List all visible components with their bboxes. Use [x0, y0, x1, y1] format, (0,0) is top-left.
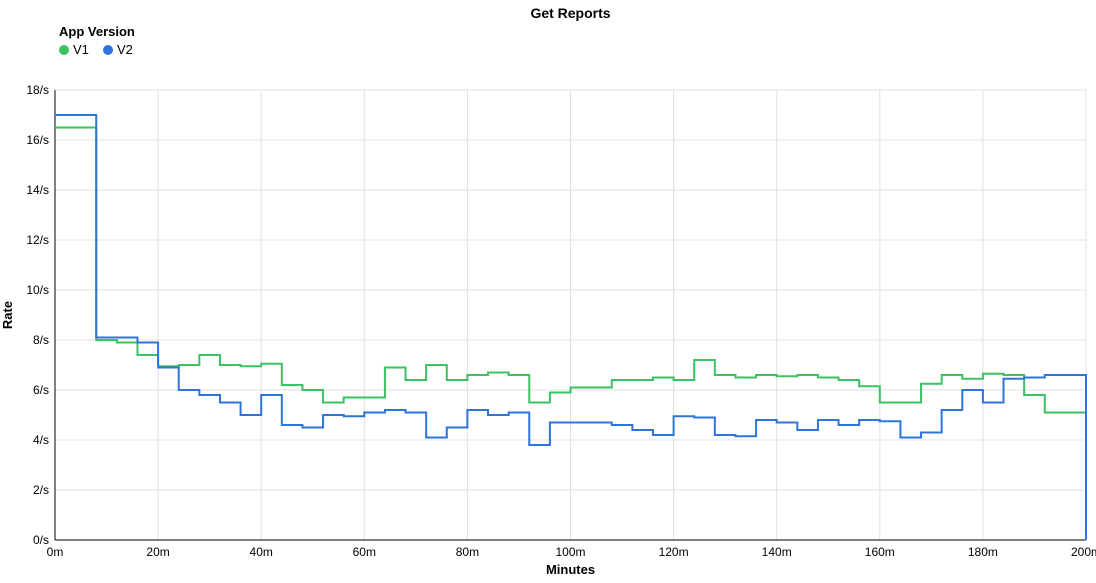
- y-axis-label: Rate: [0, 301, 15, 329]
- x-tick: 0m: [47, 545, 64, 559]
- x-tick: 40m: [250, 545, 273, 559]
- y-tick: 4/s: [33, 433, 49, 447]
- y-tick: 18/s: [26, 83, 49, 97]
- chart-title: Get Reports: [530, 5, 610, 21]
- x-tick: 200m: [1071, 545, 1096, 559]
- x-tick: 80m: [456, 545, 479, 559]
- y-tick: 6/s: [33, 383, 49, 397]
- x-tick: 100m: [555, 545, 585, 559]
- grid: [55, 90, 1086, 540]
- legend: App Version V1 V2: [59, 24, 135, 57]
- x-tick: 120m: [659, 545, 689, 559]
- chart-svg: Get Reports App Version V1 V2 Rate Minute…: [0, 0, 1096, 583]
- legend-title: App Version: [59, 24, 135, 39]
- x-axis-label: Minutes: [546, 562, 595, 577]
- x-tick: 180m: [968, 545, 998, 559]
- x-tick: 20m: [146, 545, 169, 559]
- legend-label-v1: V1: [73, 42, 89, 57]
- legend-label-v2: V2: [117, 42, 133, 57]
- x-tick: 140m: [762, 545, 792, 559]
- x-tick: 160m: [865, 545, 895, 559]
- y-tick: 2/s: [33, 483, 49, 497]
- legend-marker-v2: [103, 45, 113, 55]
- chart-container: Get Reports App Version V1 V2 Rate Minute…: [0, 0, 1096, 583]
- y-tick: 12/s: [26, 233, 49, 247]
- y-tick: 16/s: [26, 133, 49, 147]
- x-tick-labels: 0m 20m 40m 60m 80m 100m 120m 140m 160m 180m 200m: [47, 545, 1096, 559]
- x-tick: 60m: [353, 545, 376, 559]
- legend-marker-v1: [59, 45, 69, 55]
- y-tick-labels: 0/s2/s4/s6/s8/s10/s12/s14/s16/s18/s: [26, 83, 49, 547]
- y-tick: 10/s: [26, 283, 49, 297]
- y-tick: 14/s: [26, 183, 49, 197]
- y-tick: 8/s: [33, 333, 49, 347]
